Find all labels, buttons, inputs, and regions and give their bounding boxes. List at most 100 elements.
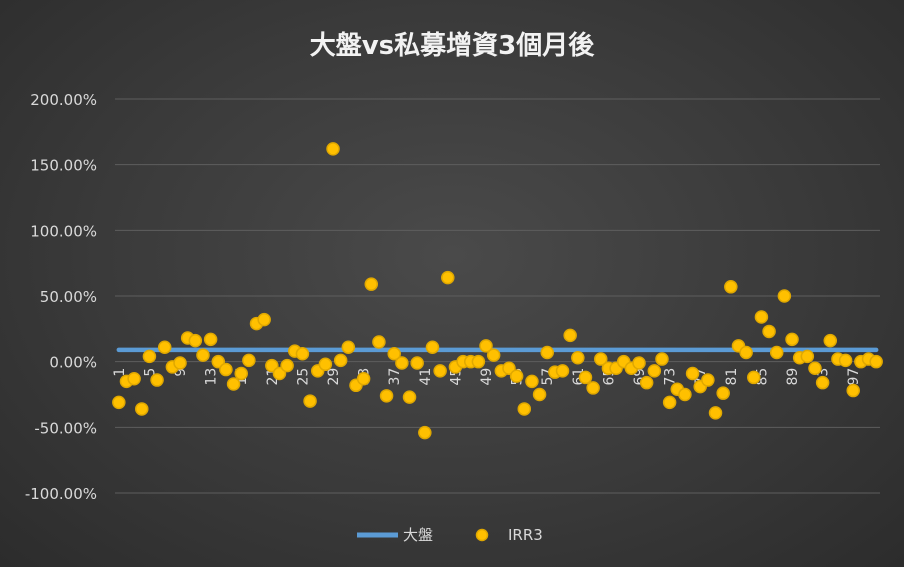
x-tick-label: 25 xyxy=(295,368,311,386)
data-point-irr3 xyxy=(387,347,401,361)
data-point-irr3 xyxy=(639,375,654,390)
data-point-irr3 xyxy=(540,345,554,360)
data-point-irr3 xyxy=(433,364,447,378)
data-point-irr3 xyxy=(578,370,593,385)
data-point-irr3 xyxy=(226,377,241,391)
data-point-irr3 xyxy=(303,394,317,408)
y-tick-label: 150.00% xyxy=(30,157,97,175)
data-point-irr3 xyxy=(203,332,218,347)
data-point-irr3 xyxy=(716,386,730,400)
data-point-irr3 xyxy=(555,364,570,378)
x-tick-label: 89 xyxy=(785,368,801,386)
data-point-irr3 xyxy=(112,395,126,410)
gridlines xyxy=(115,98,880,494)
data-point-irr3 xyxy=(739,345,753,360)
data-point-irr3 xyxy=(785,332,799,347)
data-point-irr3 xyxy=(823,333,838,348)
data-point-irr3 xyxy=(838,353,853,368)
data-point-irr3 xyxy=(846,383,860,398)
y-tick-label: 0.00% xyxy=(49,354,97,372)
x-tick-label: 41 xyxy=(418,368,434,386)
data-point-irr3 xyxy=(479,339,493,353)
data-point-irr3 xyxy=(525,374,539,389)
data-point-irr3 xyxy=(135,402,149,416)
legend-label-irr3: IRR3 xyxy=(508,526,543,544)
data-point-irr3 xyxy=(379,389,394,403)
data-point-irr3 xyxy=(662,395,677,410)
legend-dot-swatch xyxy=(475,528,489,542)
data-point-irr3 xyxy=(571,350,585,365)
data-point-irr3 xyxy=(647,364,662,378)
data-point-irr3 xyxy=(364,277,379,291)
data-point-irr3 xyxy=(685,366,700,381)
data-point-irr3 xyxy=(410,356,424,370)
data-point-irr3 xyxy=(257,312,271,327)
data-point-irr3 xyxy=(242,353,256,368)
data-point-irr3 xyxy=(754,310,769,324)
x-tick-label: 1 xyxy=(112,368,128,377)
data-point-irr3 xyxy=(425,340,440,354)
data-point-irr3 xyxy=(777,289,792,303)
data-point-irr3 xyxy=(769,345,784,360)
data-point-irr3 xyxy=(157,340,172,354)
x-tick-label: 5 xyxy=(142,368,158,377)
data-point-irr3 xyxy=(150,373,164,387)
data-point-irr3 xyxy=(655,352,669,366)
data-point-irr3 xyxy=(173,356,187,370)
data-point-irr3 xyxy=(509,369,524,383)
data-point-irr3 xyxy=(517,402,532,416)
data-point-irr3 xyxy=(372,335,386,349)
x-tick-label: 49 xyxy=(479,368,495,386)
data-point-irr3 xyxy=(333,353,348,368)
data-point-irr3 xyxy=(295,347,310,361)
data-point-irr3 xyxy=(326,142,340,156)
data-point-irr3 xyxy=(402,390,417,404)
y-tick-label: 50.00% xyxy=(40,288,97,306)
series-layer xyxy=(112,142,883,440)
data-point-irr3 xyxy=(196,348,210,362)
y-tick-label: -50.00% xyxy=(34,419,97,437)
data-point-irr3 xyxy=(708,406,723,420)
x-tick-label: 37 xyxy=(387,368,403,386)
data-point-irr3 xyxy=(815,375,830,390)
x-tick-label: 9 xyxy=(173,368,189,377)
data-point-irr3 xyxy=(800,349,815,364)
x-tick-label: 73 xyxy=(663,368,679,386)
data-point-irr3 xyxy=(418,425,432,440)
data-point-irr3 xyxy=(441,270,455,285)
data-point-irr3 xyxy=(142,349,157,364)
data-point-irr3 xyxy=(356,371,371,386)
data-point-irr3 xyxy=(724,280,738,294)
data-point-irr3 xyxy=(701,373,715,387)
data-point-irr3 xyxy=(632,356,646,370)
chart-title: 大盤vs私募增資3個月後 xyxy=(310,30,596,61)
data-point-irr3 xyxy=(486,348,501,362)
data-point-irr3 xyxy=(219,362,233,377)
y-axis-ticks: -100.00% -50.00% 0.00% 50.00% 100.00% 150.00%… xyxy=(25,91,97,503)
data-point-irr3 xyxy=(762,324,776,339)
legend: 大盤 IRR3 xyxy=(357,526,543,544)
data-point-irr3 xyxy=(471,354,486,369)
data-point-irr3 xyxy=(747,370,761,385)
data-point-irr3 xyxy=(188,333,203,348)
data-point-irr3 xyxy=(678,387,692,402)
data-point-irr3 xyxy=(586,381,600,395)
y-tick-label: -100.00% xyxy=(25,485,97,503)
data-point-irr3 xyxy=(280,358,294,373)
data-point-irr3 xyxy=(341,340,356,354)
x-tick-label: 29 xyxy=(326,368,342,386)
data-point-irr3 xyxy=(594,352,608,366)
x-tick-label: 13 xyxy=(204,368,220,386)
data-point-irr3 xyxy=(869,354,883,369)
data-point-irr3 xyxy=(808,361,822,375)
legend-label-market: 大盤 xyxy=(403,526,433,544)
x-tick-label: 81 xyxy=(724,368,740,386)
data-point-irr3 xyxy=(318,357,333,372)
data-point-irr3 xyxy=(127,371,141,386)
x-tick-label: 97 xyxy=(846,368,862,386)
y-tick-label: 100.00% xyxy=(30,222,97,240)
data-point-irr3 xyxy=(563,328,577,343)
data-point-irr3 xyxy=(532,387,547,402)
data-point-irr3 xyxy=(234,366,248,381)
